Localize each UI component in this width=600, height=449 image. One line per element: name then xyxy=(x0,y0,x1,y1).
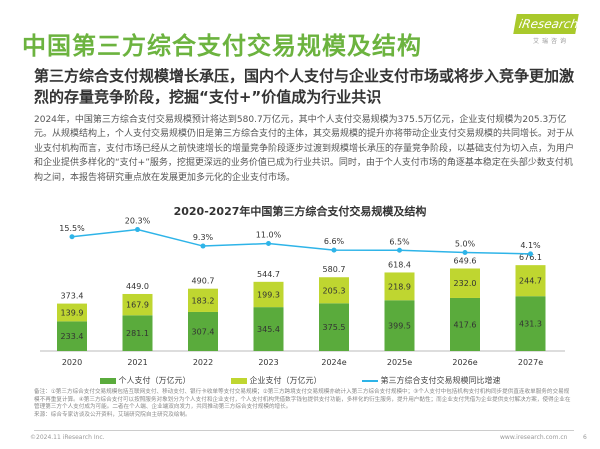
x-tick-label: 2025e xyxy=(387,358,412,367)
legend-personal: 个人支付（万亿元） xyxy=(99,375,191,386)
notes-text: 备注：①第三方综合支付交易规模包括互联网支付、移动支付、银行卡收单等支付交易规模… xyxy=(34,389,571,411)
legend-label: 个人支付（万亿元） xyxy=(118,376,191,385)
source-text: 来源：综合专家访谈及公开资料，艾瑞研究院自主研究及绘制。 xyxy=(34,411,191,418)
growth-point xyxy=(528,251,533,257)
logo-subtitle: 艾瑞咨询 xyxy=(533,38,570,45)
page-number: 6 xyxy=(583,434,587,441)
label-enterprise: 139.9 xyxy=(61,308,84,317)
label-enterprise: 205.3 xyxy=(323,286,346,295)
chart-title: 2020-2027年中国第三方综合支付交易规模及结构 xyxy=(173,205,427,218)
bar-enterprise xyxy=(188,288,218,312)
x-tick-label: 2020 xyxy=(62,358,82,367)
x-tick-label: 2027e xyxy=(518,358,543,367)
subtitle: 第三方综合支付规模增长承压，国内个人支付与企业支付市场或将步入竞争更加激烈的存量… xyxy=(34,67,575,106)
legend-enterprise: 企业支付（万亿元） xyxy=(230,375,322,386)
label-enterprise: 232.0 xyxy=(454,279,477,288)
label-enterprise: 167.9 xyxy=(126,301,149,310)
label-personal: 345.4 xyxy=(257,325,280,334)
divider xyxy=(34,430,574,431)
bar-personal xyxy=(384,300,415,351)
x-tick-label: 2024e xyxy=(321,358,346,367)
x-tick-label: 2023 xyxy=(258,358,278,367)
legend-label: 第三方综合支付交易规模同比增速 xyxy=(380,376,501,385)
label-total: 649.6 xyxy=(454,257,477,266)
x-tick-label: 2021 xyxy=(127,358,147,367)
page-title: 中国第三方综合支付交易规模及结构 xyxy=(22,32,422,60)
label-total: 490.7 xyxy=(192,277,215,286)
bar-personal xyxy=(319,303,349,351)
growth-label: 5.0% xyxy=(455,240,476,249)
label-total: 373.4 xyxy=(61,292,84,301)
growth-label: 9.3% xyxy=(193,233,214,242)
label-enterprise: 199.3 xyxy=(257,290,280,299)
bar-enterprise xyxy=(57,303,87,322)
label-personal: 431.3 xyxy=(519,320,542,329)
growth-point xyxy=(200,243,206,249)
bar-personal xyxy=(253,307,284,351)
label-personal: 307.4 xyxy=(192,327,215,336)
bar-personal xyxy=(450,297,480,351)
label-total: 580.7 xyxy=(323,265,346,274)
x-tick-label: 2022 xyxy=(193,358,213,367)
growth-label: 15.5% xyxy=(59,224,85,233)
label-enterprise: 183.2 xyxy=(192,296,215,305)
bar-personal xyxy=(57,321,87,351)
bar-personal xyxy=(122,315,153,351)
label-total: 676.1 xyxy=(519,253,542,262)
growth-point xyxy=(331,247,337,253)
body-text: 2024年，中国第三方综合支付交易规模预计将达到580.7万亿元，其中个人支付交… xyxy=(34,115,575,183)
growth-line xyxy=(71,228,531,255)
label-personal: 417.6 xyxy=(454,320,477,329)
copyright: ©2024.11 iResearch Inc. xyxy=(30,434,105,441)
legend-label: 企业支付（万亿元） xyxy=(249,376,322,385)
growth-label: 11.0% xyxy=(256,231,282,240)
label-total: 618.4 xyxy=(388,260,411,269)
label-personal: 375.5 xyxy=(323,323,346,332)
bar-enterprise xyxy=(319,277,349,304)
legend-growth: 第三方综合支付交易规模同比增速 xyxy=(361,375,501,386)
label-total: 544.7 xyxy=(257,270,280,279)
bar-personal xyxy=(188,311,218,351)
label-personal: 281.1 xyxy=(126,329,149,338)
website: www.iresearch.com.cn xyxy=(500,434,568,441)
bar-enterprise xyxy=(384,272,415,301)
label-personal: 233.4 xyxy=(61,332,84,341)
label-personal: 399.5 xyxy=(388,322,411,331)
label-enterprise: 218.9 xyxy=(388,282,411,291)
legend-swatch xyxy=(99,377,116,384)
growth-point xyxy=(135,227,140,233)
bar-enterprise xyxy=(253,281,284,308)
growth-label: 4.1% xyxy=(520,241,541,250)
notes: 备注：①第三方综合支付交易规模包括互联网支付、移动支付、银行卡收单等支付交易规模… xyxy=(34,389,574,419)
x-tick-label: 2026e xyxy=(452,358,477,367)
growth-label: 6.5% xyxy=(389,237,410,246)
growth-point xyxy=(397,247,402,253)
bar-enterprise xyxy=(450,268,480,298)
growth-point xyxy=(266,241,271,246)
legend-swatch xyxy=(361,379,378,382)
growth-point xyxy=(69,234,75,240)
bar-enterprise xyxy=(515,265,546,297)
bar-personal xyxy=(515,296,546,351)
legend: 个人支付（万亿元） 企业支付（万亿元） 第三方综合支付交易规模同比增速 xyxy=(0,375,600,386)
growth-label: 6.6% xyxy=(324,237,345,246)
legend-swatch xyxy=(230,377,247,384)
bar-enterprise xyxy=(122,293,153,316)
growth-label: 20.3% xyxy=(125,217,151,226)
growth-point xyxy=(462,250,468,255)
label-total: 449.0 xyxy=(126,282,149,291)
label-enterprise: 244.7 xyxy=(519,277,542,286)
